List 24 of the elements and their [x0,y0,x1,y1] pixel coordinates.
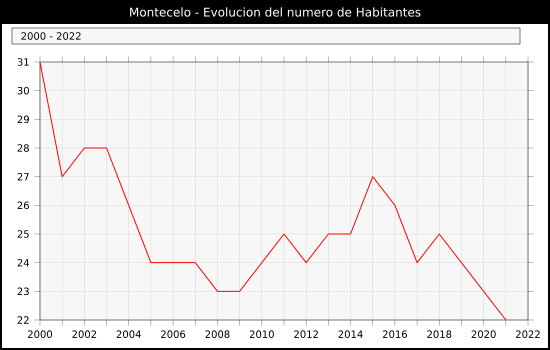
x-tick-label: 2008 [205,330,230,338]
chart-subtitle: 2000 - 2022 [21,32,81,40]
x-tick-label: 2014 [338,330,363,338]
x-tick-label: 2002 [72,330,96,338]
y-tick-label: 30 [18,86,29,94]
x-tick-label: 2010 [250,330,274,338]
x-tick-label: 2016 [382,330,407,338]
x-tick-label: 2004 [116,330,141,338]
y-tick-label: 27 [18,172,29,180]
y-tick-label: 31 [18,58,29,66]
x-tick-label: 2006 [161,330,186,338]
x-tick-label: 2020 [472,330,496,338]
y-tick-label: 28 [18,144,29,152]
y-tick-label: 22 [18,316,29,324]
y-tick-label: 23 [18,288,29,296]
y-tick-label: 26 [18,202,29,210]
x-tick-label: 2012 [294,330,318,338]
y-tick-label: 29 [18,116,29,124]
y-tick-label: 24 [18,258,30,266]
x-tick-label: 2018 [427,330,452,338]
chart-title: Montecelo - Evolucion del numero de Habitantes [130,7,420,17]
y-tick-label: 25 [18,230,29,238]
x-tick-label: 2000 [28,330,52,338]
x-tick-label: 2022 [516,330,540,338]
